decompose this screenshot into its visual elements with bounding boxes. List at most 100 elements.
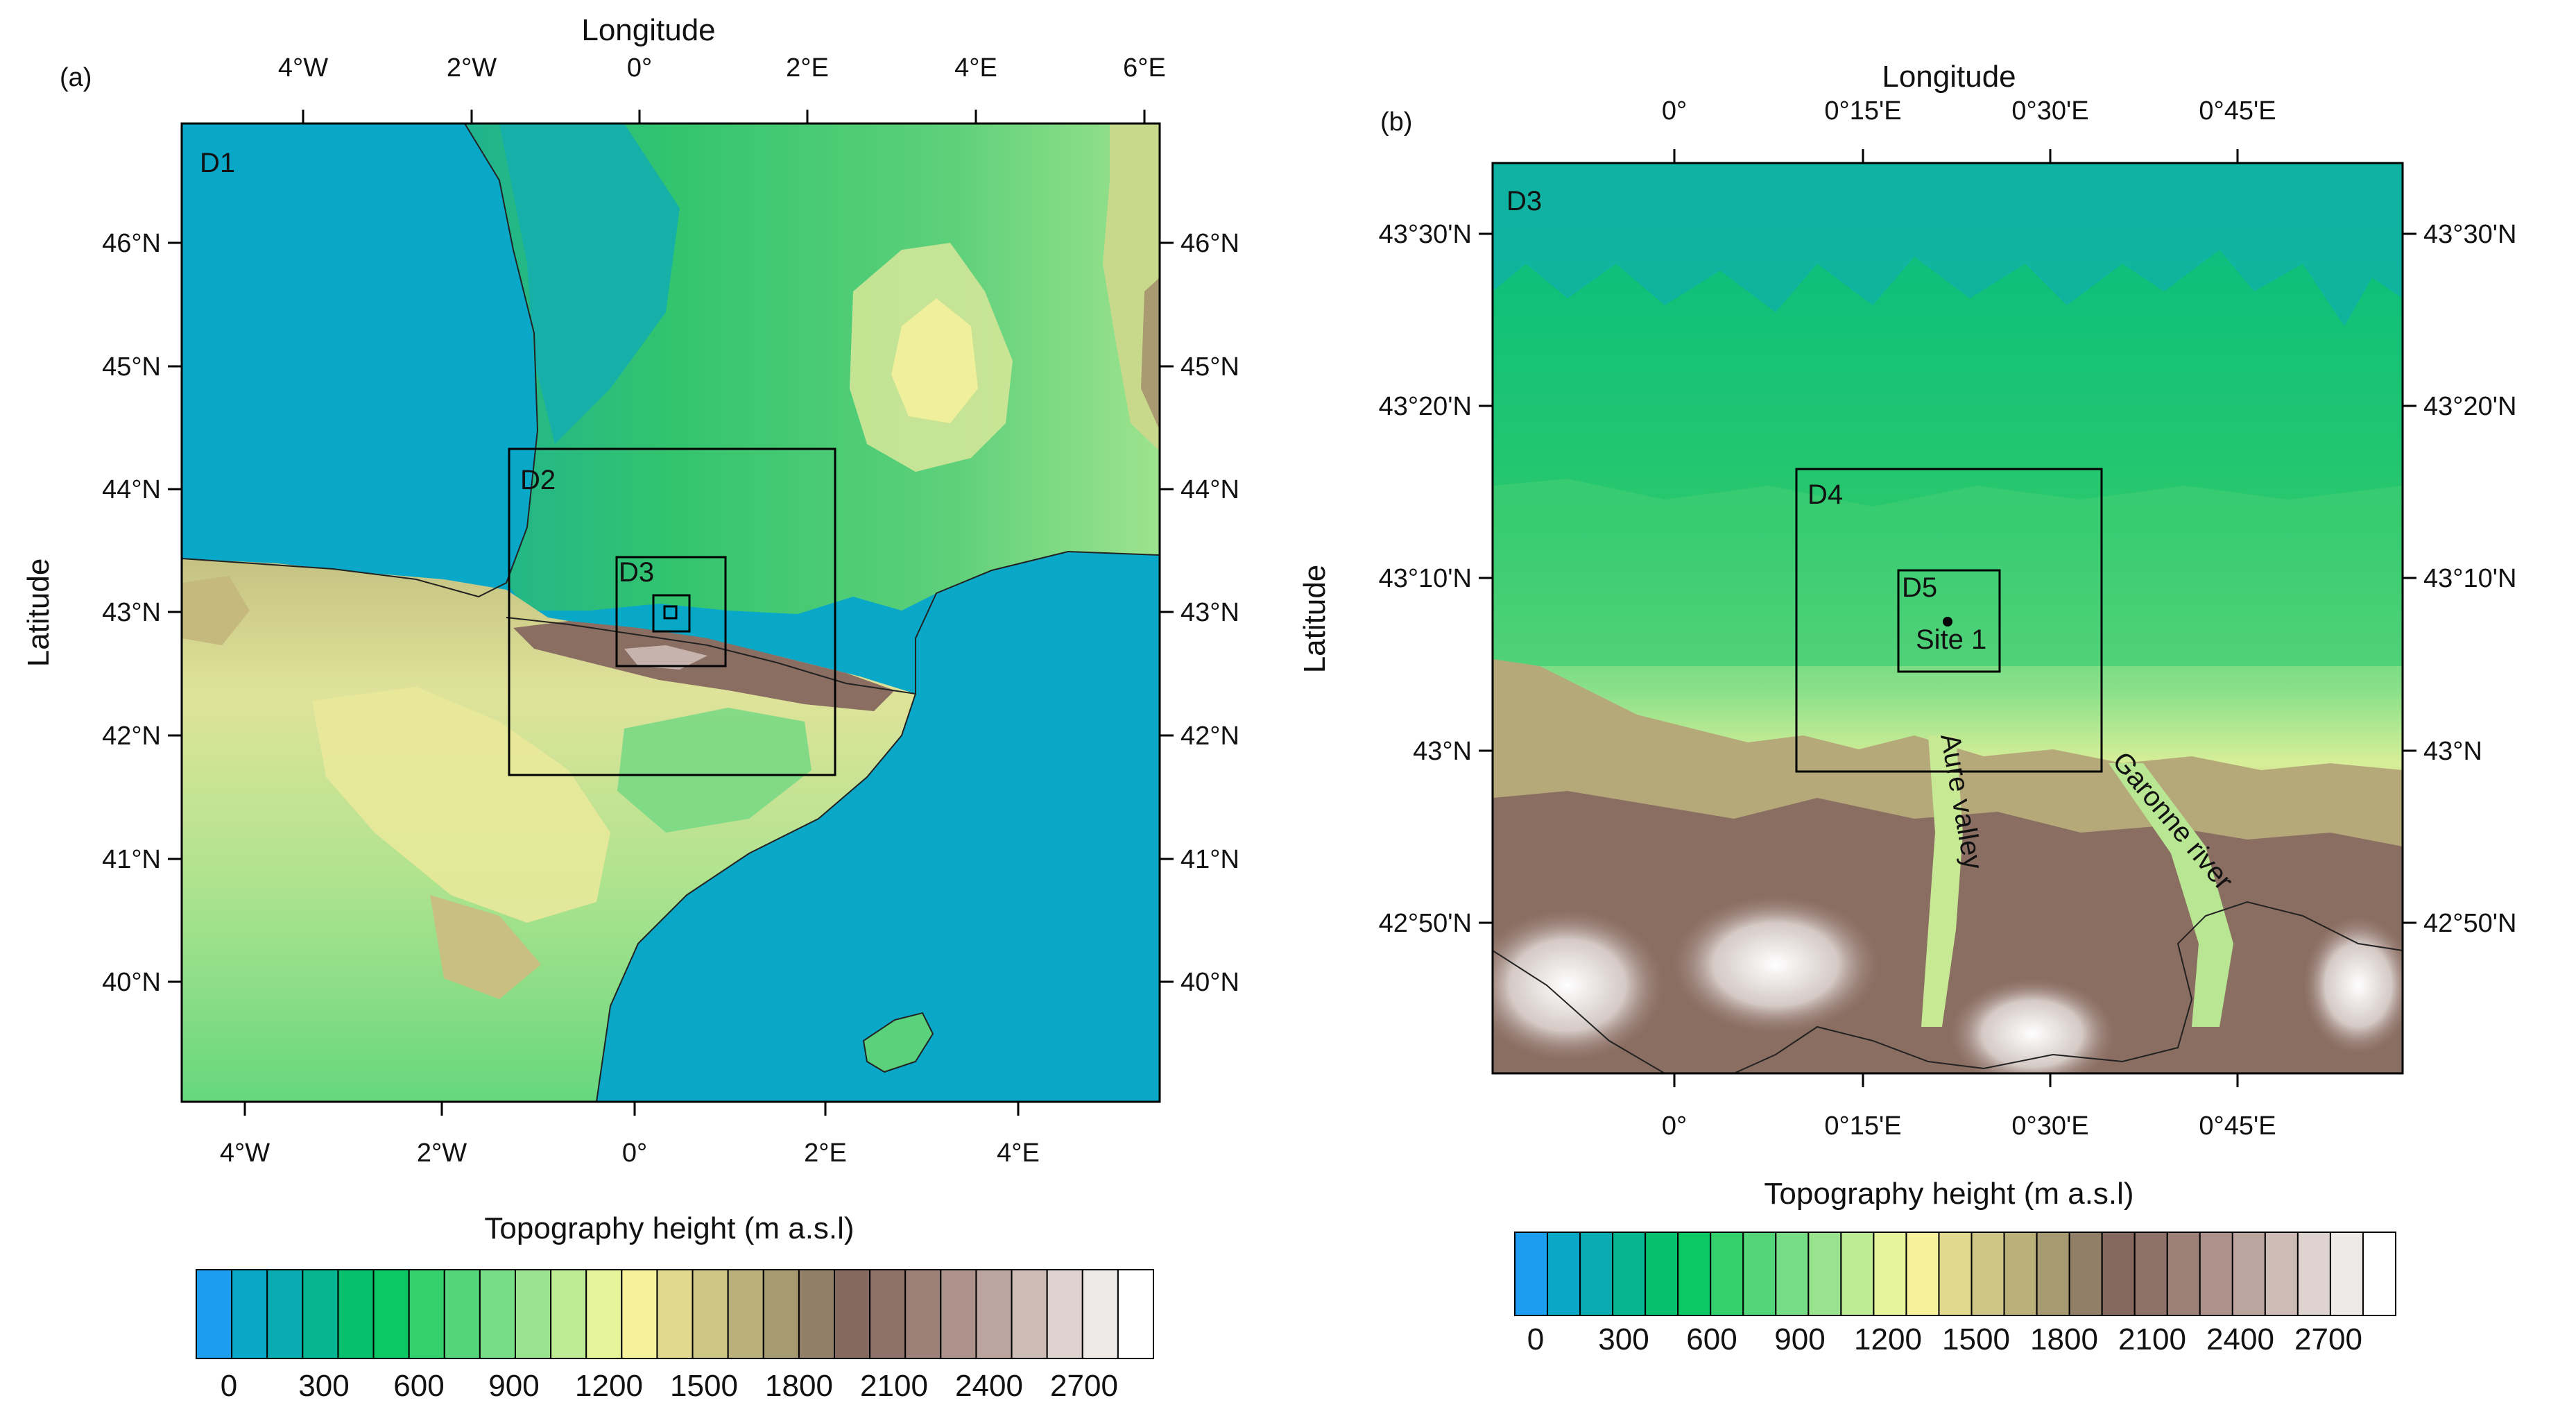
tick-right-b-4330: 43°30'N [2423, 220, 2516, 249]
tick-right-b-4310: 43°10'N [2423, 564, 2516, 593]
colorbar-a-label-2700: 2700 [1050, 1369, 1118, 1403]
colorbar-b-bin [2362, 1232, 2396, 1316]
colorbar-b-bin [1905, 1232, 1940, 1316]
colorbar-b-bin [1970, 1232, 2005, 1316]
colorbar-a-bin [940, 1269, 977, 1359]
tick-top-4e: 4°E [954, 53, 997, 83]
panel-a-lat-labels-left: 46°N 45°N 44°N 43°N 42°N 41°N 40°N [102, 229, 161, 997]
domain-label-d4-b: D4 [1808, 479, 1843, 510]
colorbar-a-bin [727, 1269, 764, 1359]
panel-a-bottom-ticks [243, 1102, 1020, 1116]
domain-d5-box-b [1897, 569, 2001, 673]
colorbar-a-bin [975, 1269, 1013, 1359]
colorbar-b-bin [2166, 1232, 2201, 1316]
panel-b-lon-labels-top: 0° 0°15'E 0°30'E 0°45'E [1662, 96, 2276, 126]
domain-d3-box [615, 556, 727, 667]
tick-left-b-4250: 42°50'N [1379, 909, 1472, 938]
colorbar-a-labels: 0 300 600 900 1200 1500 1800 2100 2400 2… [221, 1369, 1118, 1403]
domain-label-d2: D2 [520, 465, 556, 495]
tick-bottom-4e: 4°E [997, 1139, 1040, 1168]
tick-left-42n: 42°N [102, 722, 161, 751]
tick-right-40n: 40°N [1180, 968, 1239, 997]
peak-south [1949, 978, 2115, 1073]
panel-a-left-axis-title: Latitude [22, 559, 55, 667]
domain-label-d5-b: D5 [1902, 572, 1937, 603]
colorbar-b-bin [2199, 1232, 2233, 1316]
tick-top-2w: 2°W [447, 53, 497, 83]
panel-b-lon-ticks [1673, 149, 2239, 1087]
coastline-a [182, 123, 1160, 1102]
colorbar-a-label-2100: 2100 [860, 1369, 928, 1403]
tick-left-44n: 44°N [102, 475, 161, 504]
domain-d5-box [663, 605, 678, 620]
tick-top-4w: 4°W [278, 53, 328, 83]
colorbar-a-bin [408, 1269, 445, 1359]
panel-a-top-axis-title: Longitude [581, 13, 715, 47]
colorbar-a-bin [515, 1269, 552, 1359]
colorbar-b [1514, 1232, 2396, 1316]
colorbar-b-bin [2264, 1232, 2299, 1316]
tick-bottom-2w: 2°W [417, 1139, 467, 1168]
peak-central [1672, 895, 1880, 1034]
tick-top-b-15e: 0°15'E [1824, 96, 1901, 126]
tick-right-b-4320: 43°20'N [2423, 392, 2516, 421]
domain-label-d3: D3 [619, 557, 654, 588]
colorbar-b-title: Topography height (m a.s.l) [1764, 1177, 2133, 1211]
colorbar-a-label-1800: 1800 [765, 1369, 833, 1403]
domain-d4-box-b [1795, 468, 2103, 773]
panel-b-frame [1491, 162, 2404, 1075]
alps-high [1141, 278, 1160, 430]
tick-right-b-4250: 42°50'N [2423, 909, 2516, 938]
colorbar-b-label-0: 0 [1527, 1322, 1544, 1356]
colorbar-b-bin [1612, 1232, 1647, 1316]
ebro-basin [617, 708, 812, 833]
colorbar-b-labels: 0 300 600 900 1200 1500 1800 2100 2400 2… [1527, 1322, 2362, 1356]
colorbar-a-bin [762, 1269, 800, 1359]
panel-b: (b) Longitude Latitude D3 [1298, 60, 2516, 1356]
colorbar-a-label-600: 600 [393, 1369, 444, 1403]
panel-a-lat-ticks [168, 241, 1174, 983]
colorbar-a-bin [550, 1269, 587, 1359]
colorbar-b-bin [2296, 1232, 2331, 1316]
colorbar-b-bin [2329, 1232, 2364, 1316]
colorbar-b-bin [1775, 1232, 1810, 1316]
tick-left-46n: 46°N [102, 229, 161, 258]
peak-east [2303, 916, 2403, 1055]
colorbar-a-bin [1081, 1269, 1119, 1359]
landes-lowland [499, 123, 680, 444]
peak-west [1493, 909, 1665, 1062]
tick-bottom-b-15e: 0°15'E [1824, 1111, 1901, 1141]
colorbar-b-label-2100: 2100 [2118, 1322, 2186, 1356]
tick-bottom-4w: 4°W [220, 1139, 270, 1168]
iberian-ranges [312, 687, 610, 923]
lowland-fingers [1493, 163, 2403, 326]
tick-top-b-45e: 0°45'E [2199, 96, 2276, 126]
colorbar-b-bin [2231, 1232, 2266, 1316]
tick-top-b-0: 0° [1662, 96, 1687, 126]
tick-right-41n: 41°N [1180, 845, 1239, 874]
foothills [1493, 479, 2403, 666]
colorbar-a-title: Topography height (m a.s.l) [484, 1211, 854, 1245]
tick-left-45n: 45°N [102, 352, 161, 382]
border-b [1493, 901, 2403, 1073]
tick-bottom-b-0: 0° [1662, 1111, 1687, 1141]
domain-label-d3-b: D3 [1506, 186, 1542, 216]
colorbar-a-bin [869, 1269, 907, 1359]
colorbar-a-bin [231, 1269, 268, 1359]
domain-d4-box [652, 594, 691, 633]
aure-valley-floor [1921, 735, 1963, 1027]
colorbar-a-bin [656, 1269, 694, 1359]
panel-a-label: (a) [60, 63, 92, 92]
colorbar-a-bin [1011, 1269, 1048, 1359]
tick-bottom-0: 0° [622, 1139, 647, 1168]
colorbar-b-label-2700: 2700 [2294, 1322, 2362, 1356]
tick-bottom-2e: 2°E [804, 1139, 847, 1168]
panel-b-left-axis-title: Latitude [1298, 565, 1332, 674]
panel-b-lat-labels-right: 43°30'N 43°20'N 43°10'N 43°N 42°50'N [2423, 220, 2516, 938]
panel-a: (a) Longitude Latitude [22, 13, 1239, 1403]
tick-left-b-43: 43°N [1413, 737, 1472, 766]
colorbar-a-bin [1046, 1269, 1083, 1359]
colorbar-b-bin [1514, 1232, 1549, 1316]
colorbar-a-bin [834, 1269, 871, 1359]
